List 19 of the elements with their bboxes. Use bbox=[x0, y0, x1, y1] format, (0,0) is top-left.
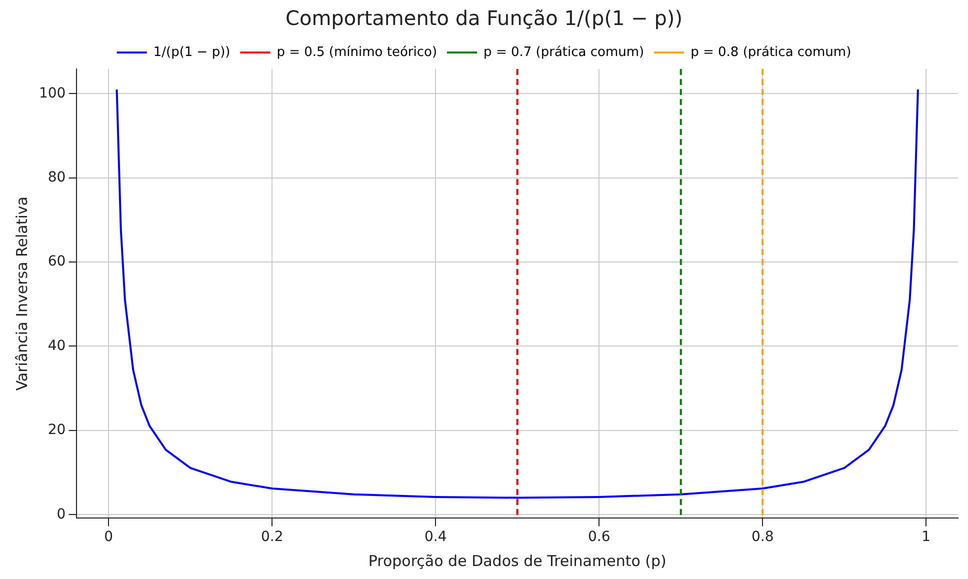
y-tick-label: 40 bbox=[48, 338, 66, 354]
y-axis-title: Variância Inversa Relativa bbox=[12, 196, 31, 391]
x-tick-label: 0.4 bbox=[424, 529, 447, 546]
x-axis-title: Proporção de Dados de Treinamento (p) bbox=[368, 552, 666, 570]
y-tick-label: 20 bbox=[48, 422, 66, 438]
y-tick-label: 0 bbox=[56, 506, 66, 522]
chart-title: Comportamento da Função 1/(p(1 − p)) bbox=[285, 6, 683, 30]
x-tick-label: 0.6 bbox=[588, 529, 610, 546]
ref-line-label: p = 0.8 (prática comum) bbox=[690, 44, 852, 60]
legend-label: p = 0.5 (mínimo teórico) bbox=[276, 44, 438, 60]
x-tick-label: 1 bbox=[922, 529, 931, 546]
y-tick-label: 100 bbox=[38, 85, 66, 102]
legend-label: 1/(p(1 − p)) bbox=[153, 44, 230, 60]
x-tick-label: 0 bbox=[104, 529, 114, 546]
x-tick-label: 0.8 bbox=[751, 529, 774, 546]
y-tick-label: 60 bbox=[48, 254, 66, 270]
y-tick-label: 80 bbox=[48, 170, 66, 186]
legend-label: p = 0.7 (prática comum) bbox=[484, 44, 644, 60]
x-tick-label: 0.2 bbox=[260, 529, 284, 546]
